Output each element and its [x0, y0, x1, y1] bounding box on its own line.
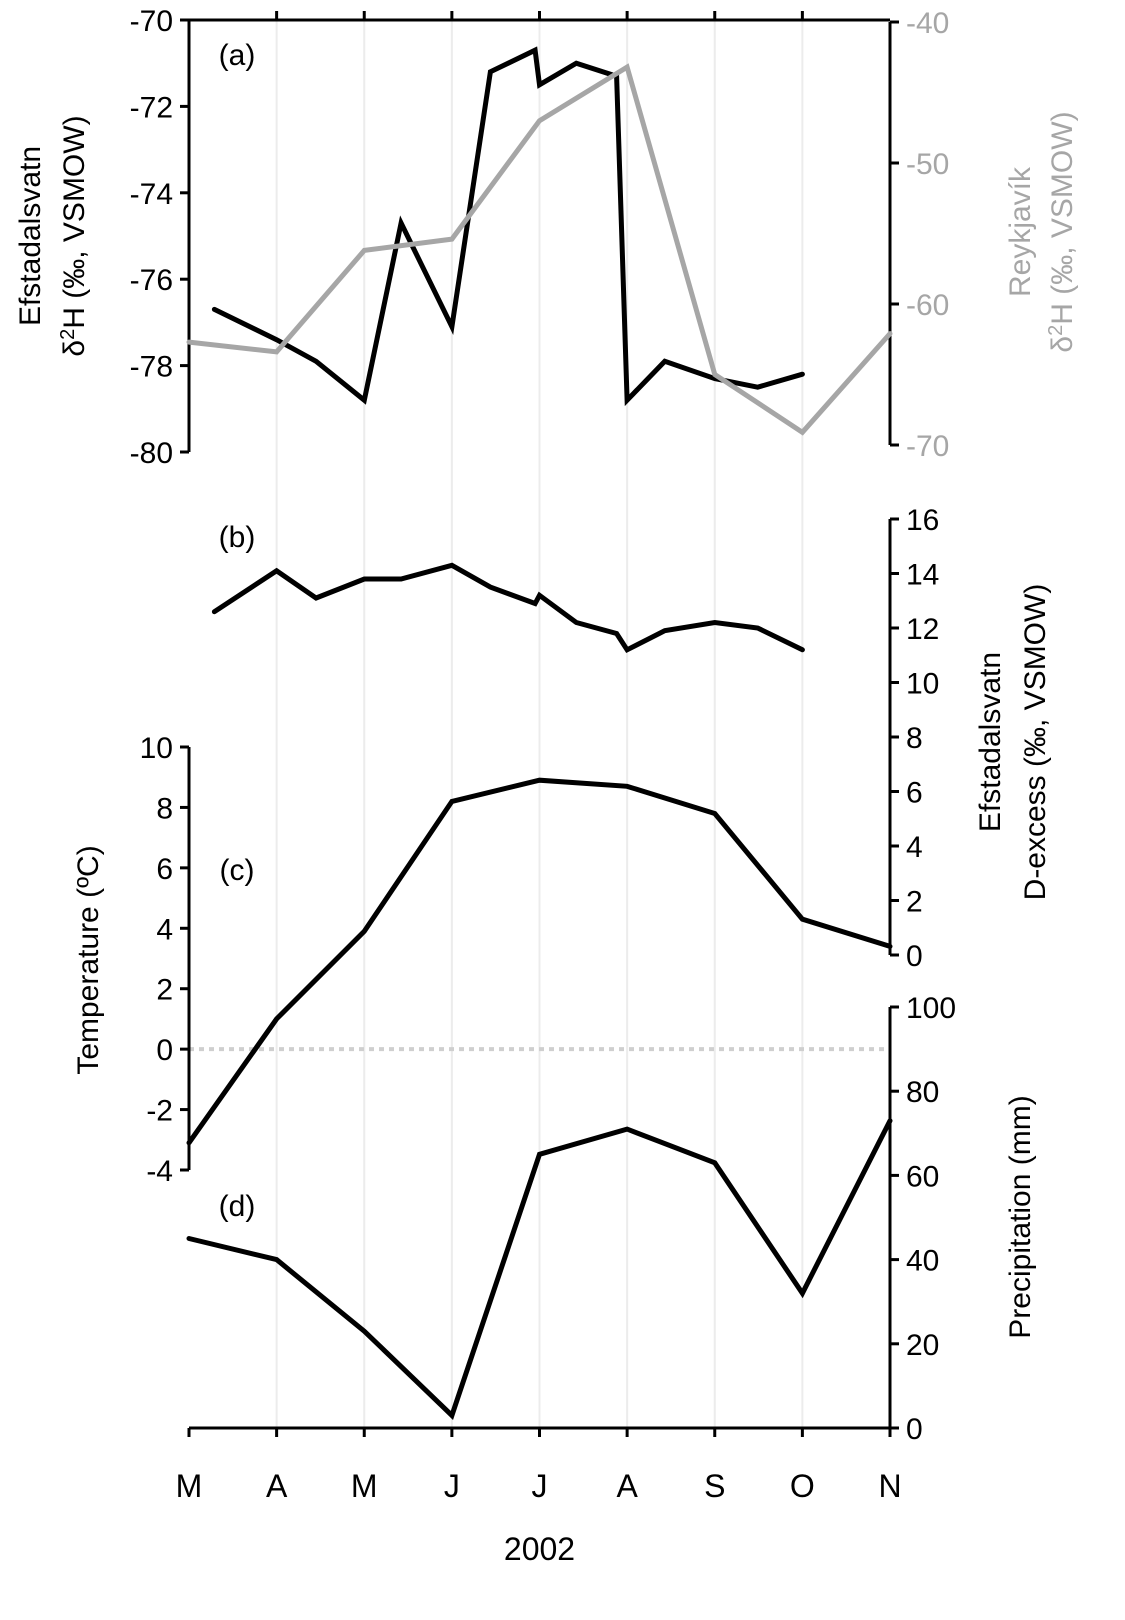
y-tick-label: 14 [906, 559, 939, 592]
x-tick-label: N [878, 1468, 901, 1504]
panel-b-right-title-line2: D-excess (‰, VSMOW) [1019, 584, 1052, 901]
x-axis-title: 2002 [504, 1531, 575, 1567]
y-tick-label: 16 [906, 504, 939, 537]
y-tick-label: 8 [156, 792, 173, 825]
series-line-0-0 [211, 46, 805, 407]
y-tick-label: 8 [906, 722, 923, 755]
y-tick-label: 10 [140, 732, 173, 765]
y-tick-label: -80 [130, 437, 173, 470]
y-tick-label: -4 [146, 1155, 173, 1188]
x-tick-label: A [266, 1468, 288, 1504]
y-tick-label: 40 [906, 1245, 939, 1278]
panel-c-left-title: Temperature (ºC) [72, 845, 105, 1074]
y-tick-label: 80 [906, 1076, 939, 1109]
x-tick-label: A [616, 1468, 638, 1504]
y-tick-label: 4 [906, 831, 923, 864]
y-tick-label: 2 [156, 974, 173, 1007]
series-line-1-0 [211, 562, 805, 654]
y-tick-label: -60 [906, 289, 949, 322]
y-tick-label: 0 [906, 940, 923, 973]
y-tick-label: -70 [906, 430, 949, 463]
panel-b-right-title-line1: Efstadalsvatn [974, 652, 1007, 832]
x-tick-label: J [444, 1468, 460, 1504]
y-tick-label: 100 [906, 992, 956, 1025]
y-tick-label: 2 [906, 886, 923, 919]
panel-d-right-title: Precipitation (mm) [1004, 1095, 1037, 1338]
x-tick-label: M [351, 1468, 378, 1504]
panel-label: (b) [219, 521, 256, 554]
y-tick-label: 60 [906, 1160, 939, 1193]
y-tick-label: 4 [156, 913, 173, 946]
y-tick-label: -72 [130, 91, 173, 124]
y-tick-label: -78 [130, 351, 173, 384]
y-tick-label: -40 [906, 7, 949, 40]
panel-a-right-title-line2: δ2H (‰, VSMOW) [1045, 111, 1079, 352]
x-tick-label: S [704, 1468, 725, 1504]
y-tick-label: 10 [906, 668, 939, 701]
y-tick-label: 0 [906, 1413, 923, 1446]
y-tick-label: -74 [130, 178, 173, 211]
y-tick-label: 0 [156, 1034, 173, 1067]
panel-a-right-title-line1: Reykjavík [1004, 166, 1037, 297]
y-tick-label: -2 [146, 1095, 173, 1128]
panel-label: (c) [220, 854, 255, 887]
x-tick-label: O [790, 1468, 815, 1504]
y-tick-label: 20 [906, 1329, 939, 1362]
x-tick-label: M [176, 1468, 203, 1504]
panel-label: (a) [219, 39, 256, 72]
panel-a-left-title-line1: Efstadalsvatn [14, 146, 47, 326]
y-tick-label: 12 [906, 613, 939, 646]
y-tick-label: -76 [130, 264, 173, 297]
y-tick-label: 6 [156, 853, 173, 886]
panel-label: (d) [219, 1190, 256, 1223]
y-tick-label: 6 [906, 777, 923, 810]
panel-a-left-title-line2: δ2H (‰, VSMOW) [57, 115, 91, 356]
y-tick-label: -70 [130, 5, 173, 38]
y-tick-label: -50 [906, 148, 949, 181]
x-tick-label: J [532, 1468, 548, 1504]
